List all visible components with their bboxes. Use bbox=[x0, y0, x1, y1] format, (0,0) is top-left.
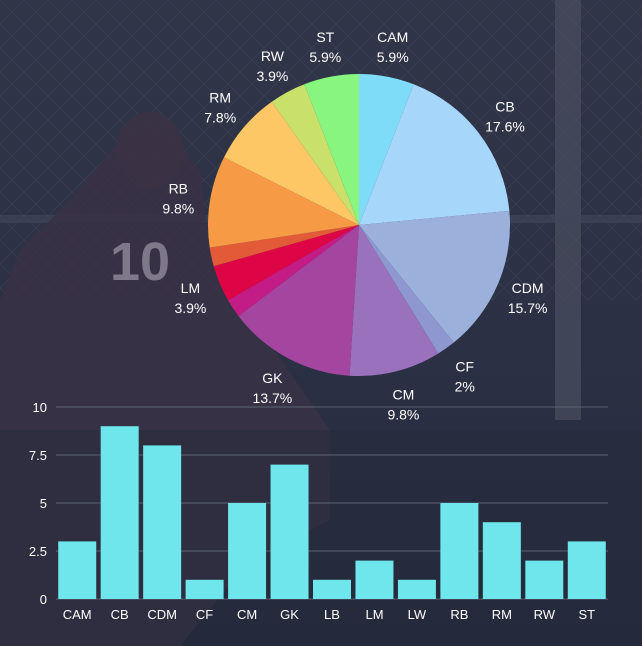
pie-percent-label-rm: 7.8% bbox=[204, 110, 236, 126]
x-tick-label-rw: RW bbox=[534, 607, 556, 622]
x-tick-label-lm: LM bbox=[365, 607, 383, 622]
pie-percent-label-cm: 9.8% bbox=[387, 407, 419, 423]
bar-lm bbox=[355, 560, 394, 599]
pie-chart bbox=[207, 74, 511, 376]
bar-lw bbox=[397, 579, 436, 599]
x-tick-label-gk: GK bbox=[280, 607, 299, 622]
bar-cb bbox=[100, 426, 139, 599]
bar-chart-y-axis: 0 2.5 5 7.5 10 bbox=[29, 400, 47, 607]
x-tick-label-lb: LB bbox=[324, 607, 340, 622]
pie-percent-label-cb: 17.6% bbox=[485, 119, 525, 135]
y-tick-label-5: 5 bbox=[40, 496, 47, 511]
pie-slice-cm bbox=[349, 225, 439, 376]
x-tick-label-cdm: CDM bbox=[147, 607, 177, 622]
pie-percent-label-gk: 13.7% bbox=[253, 390, 293, 406]
x-tick-label-cm: CM bbox=[237, 607, 257, 622]
pie-slice-rm bbox=[224, 101, 359, 225]
x-tick-label-rm: RM bbox=[492, 607, 512, 622]
pie-category-label-cf: CF bbox=[455, 358, 474, 374]
pie-slice-lw bbox=[209, 225, 359, 267]
pie-percent-label-lm: 3.9% bbox=[174, 300, 206, 316]
pie-category-label-cam: CAM bbox=[377, 29, 408, 45]
pie-percent-label-st: 5.9% bbox=[309, 49, 341, 65]
bar-cf bbox=[185, 579, 224, 599]
pie-slice-st bbox=[304, 74, 359, 225]
x-tick-label-cb: CB bbox=[111, 607, 129, 622]
pie-percent-label-cam: 5.9% bbox=[377, 49, 409, 65]
svg-text:10: 10 bbox=[110, 232, 170, 292]
pie-slice-rw bbox=[271, 84, 359, 225]
pie-percent-label-cf: 2% bbox=[455, 378, 475, 394]
pie-slice-cb bbox=[359, 84, 510, 225]
y-tick-label-2-5: 2.5 bbox=[29, 544, 47, 559]
pie-slice-cf bbox=[359, 225, 454, 354]
pie-category-label-lm: LM bbox=[181, 280, 200, 296]
bar-cm bbox=[228, 503, 267, 599]
pie-labels: CAM 5.9% CB 17.6% CDM 15.7% CF 2% CM 9.8% GK 13.7% L… bbox=[162, 29, 547, 422]
pie-slice-lb bbox=[228, 225, 359, 317]
pie-category-label-cdm: CDM bbox=[512, 280, 544, 296]
pie-slice-cam bbox=[359, 74, 414, 225]
bar-lb bbox=[313, 579, 351, 599]
x-tick-label-rb: RB bbox=[450, 607, 468, 622]
bar-st bbox=[567, 541, 606, 599]
x-tick-label-cf: CF bbox=[196, 607, 213, 622]
pie-slice-gk bbox=[238, 225, 359, 376]
y-tick-label-7-5: 7.5 bbox=[29, 448, 47, 463]
y-tick-label-0: 0 bbox=[40, 592, 47, 607]
x-tick-label-st: ST bbox=[578, 607, 595, 622]
pie-percent-label-rb: 9.8% bbox=[162, 200, 194, 216]
pie-category-label-rw: RW bbox=[261, 48, 285, 64]
pie-category-label-rb: RB bbox=[169, 180, 188, 196]
pie-slice-rb bbox=[207, 157, 359, 248]
bar-chart-x-axis: CAM CB CDM CF CM GK LB LM LW RB RM RW ST bbox=[63, 607, 595, 622]
bar-rb bbox=[440, 503, 479, 599]
bar-chart-bars bbox=[58, 426, 606, 599]
pie-category-label-cb: CB bbox=[495, 99, 514, 115]
pie-slice-lm bbox=[213, 225, 359, 301]
bar-cdm bbox=[143, 445, 182, 599]
bar-chart-gridlines bbox=[56, 406, 608, 600]
pie-category-label-st: ST bbox=[316, 29, 334, 45]
pie-slice-cdm bbox=[359, 210, 511, 343]
x-tick-label-cam: CAM bbox=[63, 607, 92, 622]
pie-category-label-cm: CM bbox=[393, 387, 415, 403]
bar-rw bbox=[525, 560, 564, 599]
pie-percent-label-cdm: 15.7% bbox=[508, 300, 548, 316]
bar-gk bbox=[270, 464, 309, 599]
pie-percent-label-rw: 3.9% bbox=[256, 68, 288, 84]
pie-category-label-rm: RM bbox=[209, 90, 231, 106]
y-tick-label-10: 10 bbox=[33, 400, 47, 415]
x-tick-label-lw: LW bbox=[408, 607, 427, 622]
bar-cam bbox=[58, 541, 97, 599]
bar-rm bbox=[482, 522, 521, 599]
pie-category-label-gk: GK bbox=[262, 370, 283, 386]
